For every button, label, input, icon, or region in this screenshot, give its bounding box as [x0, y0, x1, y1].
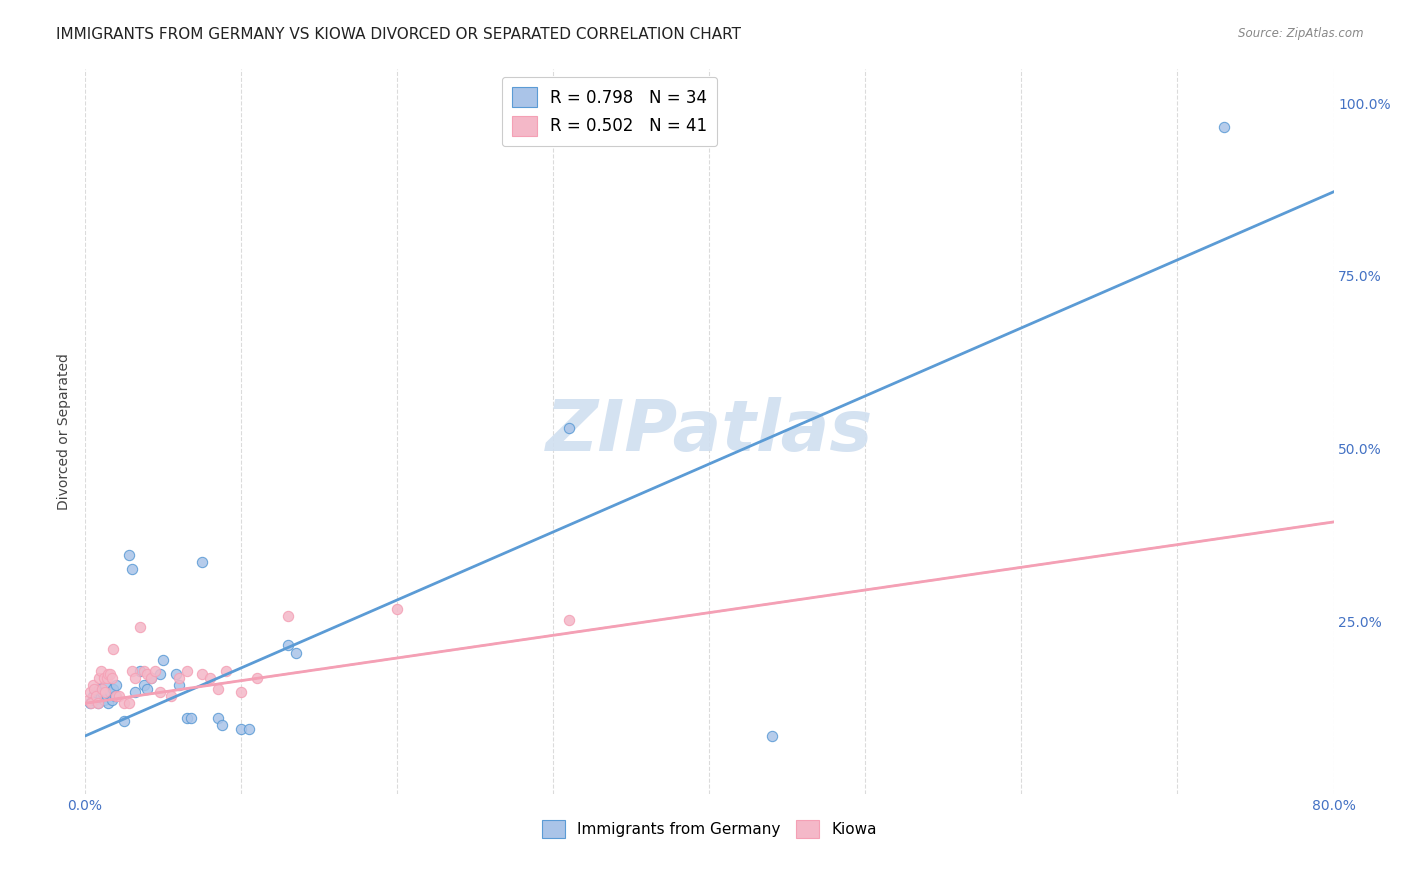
Point [82, 678, 104, 692]
Point [211, 718, 233, 732]
Point [93, 692, 115, 706]
Point [134, 664, 156, 678]
Point [90, 664, 112, 678]
Point [191, 667, 214, 681]
Point [176, 664, 198, 678]
Point [149, 667, 172, 681]
Legend: Immigrants from Germany, Kiowa: Immigrants from Germany, Kiowa [536, 814, 883, 845]
Point [112, 714, 135, 729]
Point [167, 678, 190, 692]
Point [87, 671, 110, 685]
Point [90, 689, 112, 703]
Point [101, 641, 124, 656]
Point [82, 689, 104, 703]
Point [100, 671, 122, 685]
Point [91, 681, 114, 696]
Point [385, 602, 408, 616]
Point [80, 696, 103, 710]
Point [121, 664, 143, 678]
Point [94, 678, 117, 692]
Point [98, 685, 121, 699]
Point [79, 685, 101, 699]
Point [207, 681, 229, 696]
Point [1213, 120, 1236, 134]
Point [96, 671, 118, 685]
Point [121, 562, 143, 576]
Y-axis label: Divorced or Separated: Divorced or Separated [58, 353, 72, 509]
Point [165, 667, 187, 681]
Point [105, 689, 128, 703]
Point [139, 671, 162, 685]
Point [124, 671, 146, 685]
Point [136, 681, 159, 696]
Point [152, 653, 174, 667]
Point [84, 689, 107, 703]
Point [87, 681, 110, 696]
Point [284, 646, 307, 660]
Point [97, 696, 120, 710]
Point [104, 689, 127, 703]
Text: ZIPatlas: ZIPatlas [546, 397, 873, 466]
Point [214, 664, 236, 678]
Point [84, 685, 107, 699]
Point [134, 678, 156, 692]
Point [112, 696, 135, 710]
Point [160, 689, 183, 703]
Point [86, 696, 108, 710]
Point [118, 548, 141, 562]
Point [105, 678, 128, 692]
Point [97, 667, 120, 681]
Point [238, 722, 260, 736]
Point [77, 692, 100, 706]
Point [91, 685, 114, 699]
Point [207, 711, 229, 725]
Text: IMMIGRANTS FROM GERMANY VS KIOWA DIVORCED OR SEPARATED CORRELATION CHART: IMMIGRANTS FROM GERMANY VS KIOWA DIVORCE… [56, 27, 741, 42]
Point [191, 555, 214, 569]
Point [761, 729, 783, 743]
Point [86, 696, 108, 710]
Point [143, 664, 166, 678]
Point [96, 689, 118, 703]
Point [198, 671, 221, 685]
Point [246, 671, 269, 685]
Point [136, 667, 159, 681]
Text: Source: ZipAtlas.com: Source: ZipAtlas.com [1239, 27, 1364, 40]
Point [229, 722, 252, 736]
Point [94, 685, 117, 699]
Point [277, 609, 299, 624]
Point [149, 685, 172, 699]
Point [558, 613, 581, 627]
Point [139, 671, 162, 685]
Point [79, 696, 101, 710]
Point [118, 696, 141, 710]
Point [100, 692, 122, 706]
Point [128, 664, 150, 678]
Point [124, 685, 146, 699]
Point [98, 667, 121, 681]
Point [180, 711, 202, 725]
Point [128, 620, 150, 634]
Point [558, 420, 581, 434]
Point [93, 671, 115, 685]
Point [229, 685, 252, 699]
Point [167, 671, 190, 685]
Point [176, 711, 198, 725]
Point [83, 681, 105, 696]
Point [101, 681, 124, 696]
Point [277, 638, 299, 652]
Point [83, 692, 105, 706]
Point [108, 689, 131, 703]
